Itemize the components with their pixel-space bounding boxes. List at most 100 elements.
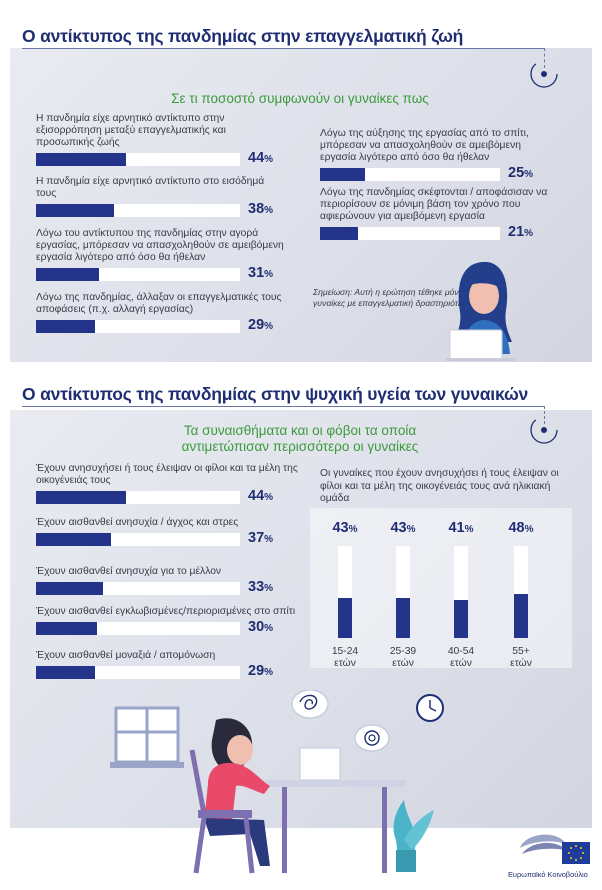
bar bbox=[36, 491, 126, 504]
title-connector bbox=[544, 406, 545, 424]
woman-laptop-illustration bbox=[446, 262, 516, 361]
bar bbox=[36, 582, 104, 595]
bar bbox=[320, 168, 365, 181]
bar-item: Έχουν αισθανθεί εγκλωβισμένες/περιορισμέ… bbox=[36, 606, 298, 635]
age-bar-label: 25-39 ετών bbox=[378, 646, 428, 670]
bar-value-unit: % bbox=[264, 269, 274, 280]
bar-label: Η πανδημία είχε αρνητικό αντίκτυπο στο ε… bbox=[36, 176, 265, 199]
title-underline bbox=[22, 48, 544, 49]
bar-value-label: 25% bbox=[508, 165, 533, 181]
bar-value-unit: % bbox=[264, 534, 274, 545]
age-bar-column: 43% 25-39 ετών bbox=[378, 520, 428, 670]
bar-label: Έχουν αισθανθεί μοναξιά / απομόνωση bbox=[36, 650, 216, 661]
age-bar-label-line: ετών bbox=[392, 658, 414, 669]
bar-track bbox=[36, 582, 240, 595]
bar-value-unit: % bbox=[264, 154, 274, 165]
age-group-title: Οι γυναίκες που έχουν ανησυχήσει ή τους … bbox=[320, 468, 559, 504]
bar bbox=[36, 533, 112, 546]
bar-value-number: 29 bbox=[248, 663, 265, 679]
title-connector bbox=[544, 48, 545, 68]
age-bar-label: 40-54 ετών bbox=[436, 646, 486, 670]
bar-value-number: 33 bbox=[248, 579, 265, 595]
bar-track bbox=[320, 227, 500, 240]
age-bar-label-line: ετών bbox=[510, 658, 532, 669]
bar bbox=[36, 204, 114, 217]
bar-item: Έχουν αισθανθεί ανησυχία / άγχος και στρ… bbox=[36, 517, 298, 546]
bar-value-number: 25 bbox=[508, 165, 525, 181]
age-bar-track bbox=[514, 546, 528, 638]
age-bar bbox=[396, 598, 410, 638]
age-bar bbox=[338, 598, 352, 638]
bar-label: Η πανδημία είχε αρνητικό αντίκτυπο στην … bbox=[36, 113, 226, 148]
age-bar-label-line: 25-39 bbox=[389, 646, 417, 657]
mental-health-subtitle: Τα συναισθήματα και οι φόβοι τα οποία αν… bbox=[140, 423, 460, 455]
ep-logo bbox=[520, 834, 590, 864]
bar-value-unit: % bbox=[264, 321, 274, 332]
mental-health-title: Ο αντίκτυπος της πανδημίας στην ψυχική υ… bbox=[22, 384, 529, 404]
age-bar-column: 48% 55+ ετών bbox=[496, 520, 546, 670]
bar-track bbox=[320, 168, 500, 181]
bar-value-label: 33% bbox=[248, 579, 273, 595]
bar-value-unit: % bbox=[264, 623, 274, 634]
bar-value-label: 29% bbox=[248, 317, 273, 333]
title-underline bbox=[22, 406, 544, 407]
age-bar-track bbox=[454, 546, 468, 638]
bar-row: 30% bbox=[36, 619, 290, 635]
ep-logo-text: Ευρωπαϊκό Κοινοβούλιο bbox=[508, 870, 588, 879]
bar-value-unit: % bbox=[524, 169, 534, 180]
bar-label: Λόγω της πανδημίας σκέφτονται / αποφάσισ… bbox=[320, 187, 548, 222]
bar-value-number: 37 bbox=[248, 530, 265, 546]
age-bar-column: 41% 40-54 ετών bbox=[436, 520, 486, 670]
bar-track bbox=[36, 666, 240, 679]
age-bar-track bbox=[396, 546, 410, 638]
bar bbox=[36, 153, 126, 166]
work-impact-title: Ο αντίκτυπος της πανδημίας στην επαγγελμ… bbox=[22, 26, 464, 46]
bar-value-number: 30 bbox=[248, 619, 265, 635]
bar-label: Έχουν αισθανθεί εγκλωβισμένες/περιορισμέ… bbox=[36, 606, 296, 617]
bar-item: Λόγω της πανδημίας σκέφτονται / αποφάσισ… bbox=[320, 187, 550, 240]
age-bar-value-unit: % bbox=[406, 524, 416, 535]
bar-value-number: 29 bbox=[248, 317, 265, 333]
bar-value-number: 21 bbox=[508, 224, 525, 240]
bar-value-label: 37% bbox=[248, 530, 273, 546]
age-bar-label: 15-24 ετών bbox=[320, 646, 370, 670]
bar-item: Έχουν αισθανθεί ανησυχία για το μέλλον 33… bbox=[36, 566, 298, 595]
age-bar-label-line: 40-54 bbox=[447, 646, 475, 657]
bar bbox=[36, 622, 98, 635]
bar-row: 21% bbox=[320, 224, 550, 240]
target-icon bbox=[530, 416, 558, 444]
age-bar bbox=[454, 600, 468, 638]
bar-row: 44% bbox=[36, 150, 290, 166]
bar bbox=[36, 320, 96, 333]
age-bar-value-number: 41 bbox=[448, 520, 465, 536]
stressed-woman-illustration bbox=[110, 690, 444, 874]
bar-row: 29% bbox=[36, 663, 290, 679]
age-bar-track bbox=[338, 546, 352, 638]
age-bar-label-line: ετών bbox=[450, 658, 472, 669]
bar-label: Λόγω της πανδημίας, άλλαξαν οι επαγγελμα… bbox=[36, 292, 282, 315]
bar-row: 44% bbox=[36, 488, 290, 504]
age-group-box bbox=[310, 508, 572, 668]
bar-item: Η πανδημία είχε αρνητικό αντίκτυπο στο ε… bbox=[36, 176, 286, 217]
bar-item: Έχουν ανησυχήσει ή τους έλειψαν οι φίλοι… bbox=[36, 463, 298, 504]
bar-row: 37% bbox=[36, 530, 290, 546]
bar-row: 38% bbox=[36, 201, 290, 217]
bar-label: Έχουν αισθανθεί ανησυχία / άγχος και στρ… bbox=[36, 517, 239, 528]
bar-value-number: 31 bbox=[248, 265, 265, 281]
bar-label: Λόγω του αντίκτυπου της πανδημίας στην α… bbox=[36, 228, 284, 263]
mental-health-subtitle-line2: αντιμετώπισαν περισσότερο οι γυναίκες bbox=[181, 439, 419, 454]
bar-row: 31% bbox=[36, 265, 290, 281]
work-impact-subtitle: Σε τι ποσοστό συμφωνούν οι γυναίκες πως bbox=[171, 91, 429, 106]
age-bar-value-label: 48% bbox=[496, 520, 546, 536]
bar-value-unit: % bbox=[264, 583, 274, 594]
age-bar-value-number: 43 bbox=[332, 520, 349, 536]
age-bar-value-number: 48 bbox=[508, 520, 525, 536]
bar-value-number: 44 bbox=[248, 488, 265, 504]
bar-row: 33% bbox=[36, 579, 290, 595]
bar bbox=[36, 268, 100, 281]
age-bar bbox=[514, 593, 528, 638]
bar-label: Έχουν αισθανθεί ανησυχία για το μέλλον bbox=[36, 566, 222, 577]
bar bbox=[36, 666, 96, 679]
bar-value-unit: % bbox=[264, 667, 274, 678]
bar-track bbox=[36, 204, 240, 217]
